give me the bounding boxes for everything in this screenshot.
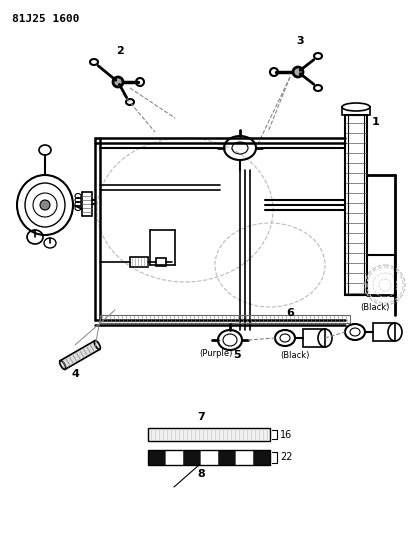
- Bar: [82, 192, 92, 216]
- Bar: [183, 450, 200, 465]
- Ellipse shape: [113, 77, 123, 87]
- Bar: [235, 450, 253, 465]
- Text: (Purple): (Purple): [199, 349, 233, 358]
- Bar: [130, 257, 148, 267]
- Bar: [60, 341, 100, 369]
- Text: 81J25 1600: 81J25 1600: [12, 14, 79, 24]
- Text: 1: 1: [372, 117, 380, 127]
- Bar: [156, 258, 166, 266]
- Bar: [345, 115, 367, 295]
- Bar: [303, 329, 325, 347]
- Bar: [218, 450, 235, 465]
- Text: 22: 22: [280, 453, 292, 463]
- Ellipse shape: [293, 67, 303, 77]
- Ellipse shape: [40, 200, 50, 210]
- Bar: [253, 450, 270, 465]
- Text: (Black): (Black): [280, 351, 310, 360]
- Text: 2: 2: [116, 46, 124, 56]
- Text: 16: 16: [280, 430, 292, 440]
- Ellipse shape: [94, 341, 100, 350]
- Bar: [100, 315, 350, 323]
- Bar: [148, 450, 270, 465]
- Bar: [200, 450, 218, 465]
- Ellipse shape: [342, 103, 370, 111]
- Bar: [165, 450, 183, 465]
- Text: 5: 5: [233, 350, 240, 360]
- Text: (Black): (Black): [360, 303, 390, 312]
- Text: 4: 4: [72, 369, 80, 379]
- Ellipse shape: [60, 360, 66, 369]
- Text: 7: 7: [197, 412, 205, 422]
- Bar: [342, 107, 370, 115]
- Text: 6: 6: [286, 308, 294, 318]
- Text: 8: 8: [197, 469, 205, 479]
- Bar: [373, 323, 395, 341]
- Bar: [348, 115, 364, 295]
- Bar: [148, 428, 270, 441]
- Text: 3: 3: [296, 36, 304, 46]
- Bar: [148, 450, 165, 465]
